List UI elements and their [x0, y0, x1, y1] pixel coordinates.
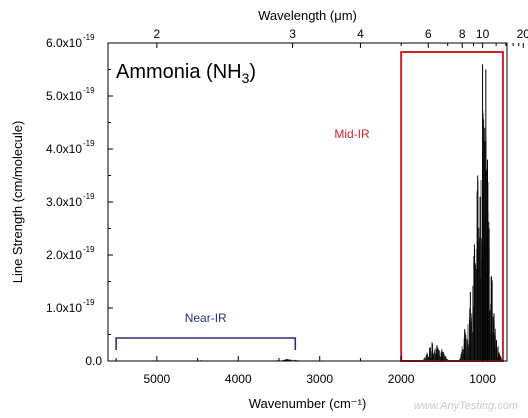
- x-axis-title: Wavenumber (cm⁻¹): [249, 396, 367, 411]
- y-tick-label-1: 1.0x10: [46, 301, 82, 315]
- y-axis-title: Line Strength (cm/molecule): [10, 121, 25, 284]
- top-tick-label-6: 20: [517, 27, 528, 41]
- plot-frame: [107, 42, 508, 362]
- axes-layer: [107, 42, 524, 362]
- x-tick-label-0: 5000: [144, 372, 171, 386]
- y-tick-exponent-2: -19: [83, 245, 95, 254]
- y-tick-label-2: 2.0x10: [46, 248, 82, 262]
- y-tick-label-3: 3.0x10: [46, 195, 82, 209]
- top-tick-label-2: 4: [357, 27, 364, 41]
- spectrum-layer: [136, 64, 506, 361]
- mid-ir-label: Mid-IR: [334, 127, 370, 141]
- chart-title: Ammonia (NH3): [116, 61, 256, 86]
- x-tick-label-4: 1000: [469, 372, 496, 386]
- y-tick-exponent-1: -19: [83, 298, 95, 307]
- top-tick-label-5: 10: [476, 27, 490, 41]
- y-tick-label-0: 0.0: [85, 354, 102, 368]
- regions-layer: Near-IR Mid-IR: [115, 51, 504, 362]
- x-tick-label-2: 3000: [306, 372, 333, 386]
- y-tick-exponent-6: -19: [83, 33, 95, 42]
- top-tick-label-3: 6: [425, 27, 432, 41]
- y-tick-exponent-4: -19: [83, 139, 95, 148]
- top-axis-title: Wavelength (μm): [258, 8, 357, 23]
- near-ir-bracket: [115, 337, 297, 350]
- watermark: www.AnyTesting.com: [413, 400, 518, 412]
- y-tick-label-5: 5.0x10: [46, 89, 82, 103]
- y-tick-label-6: 6.0x10: [46, 36, 82, 50]
- top-tick-label-1: 3: [289, 27, 296, 41]
- top-tick-label-4: 8: [459, 27, 466, 41]
- y-tick-exponent-5: -19: [83, 86, 95, 95]
- y-tick-label-4: 4.0x10: [46, 142, 82, 156]
- top-tick-label-0: 2: [154, 27, 161, 41]
- y-tick-exponent-3: -19: [83, 192, 95, 201]
- x-tick-label-1: 4000: [225, 372, 252, 386]
- x-tick-label-3: 2000: [388, 372, 415, 386]
- near-ir-label: Near-IR: [185, 311, 227, 325]
